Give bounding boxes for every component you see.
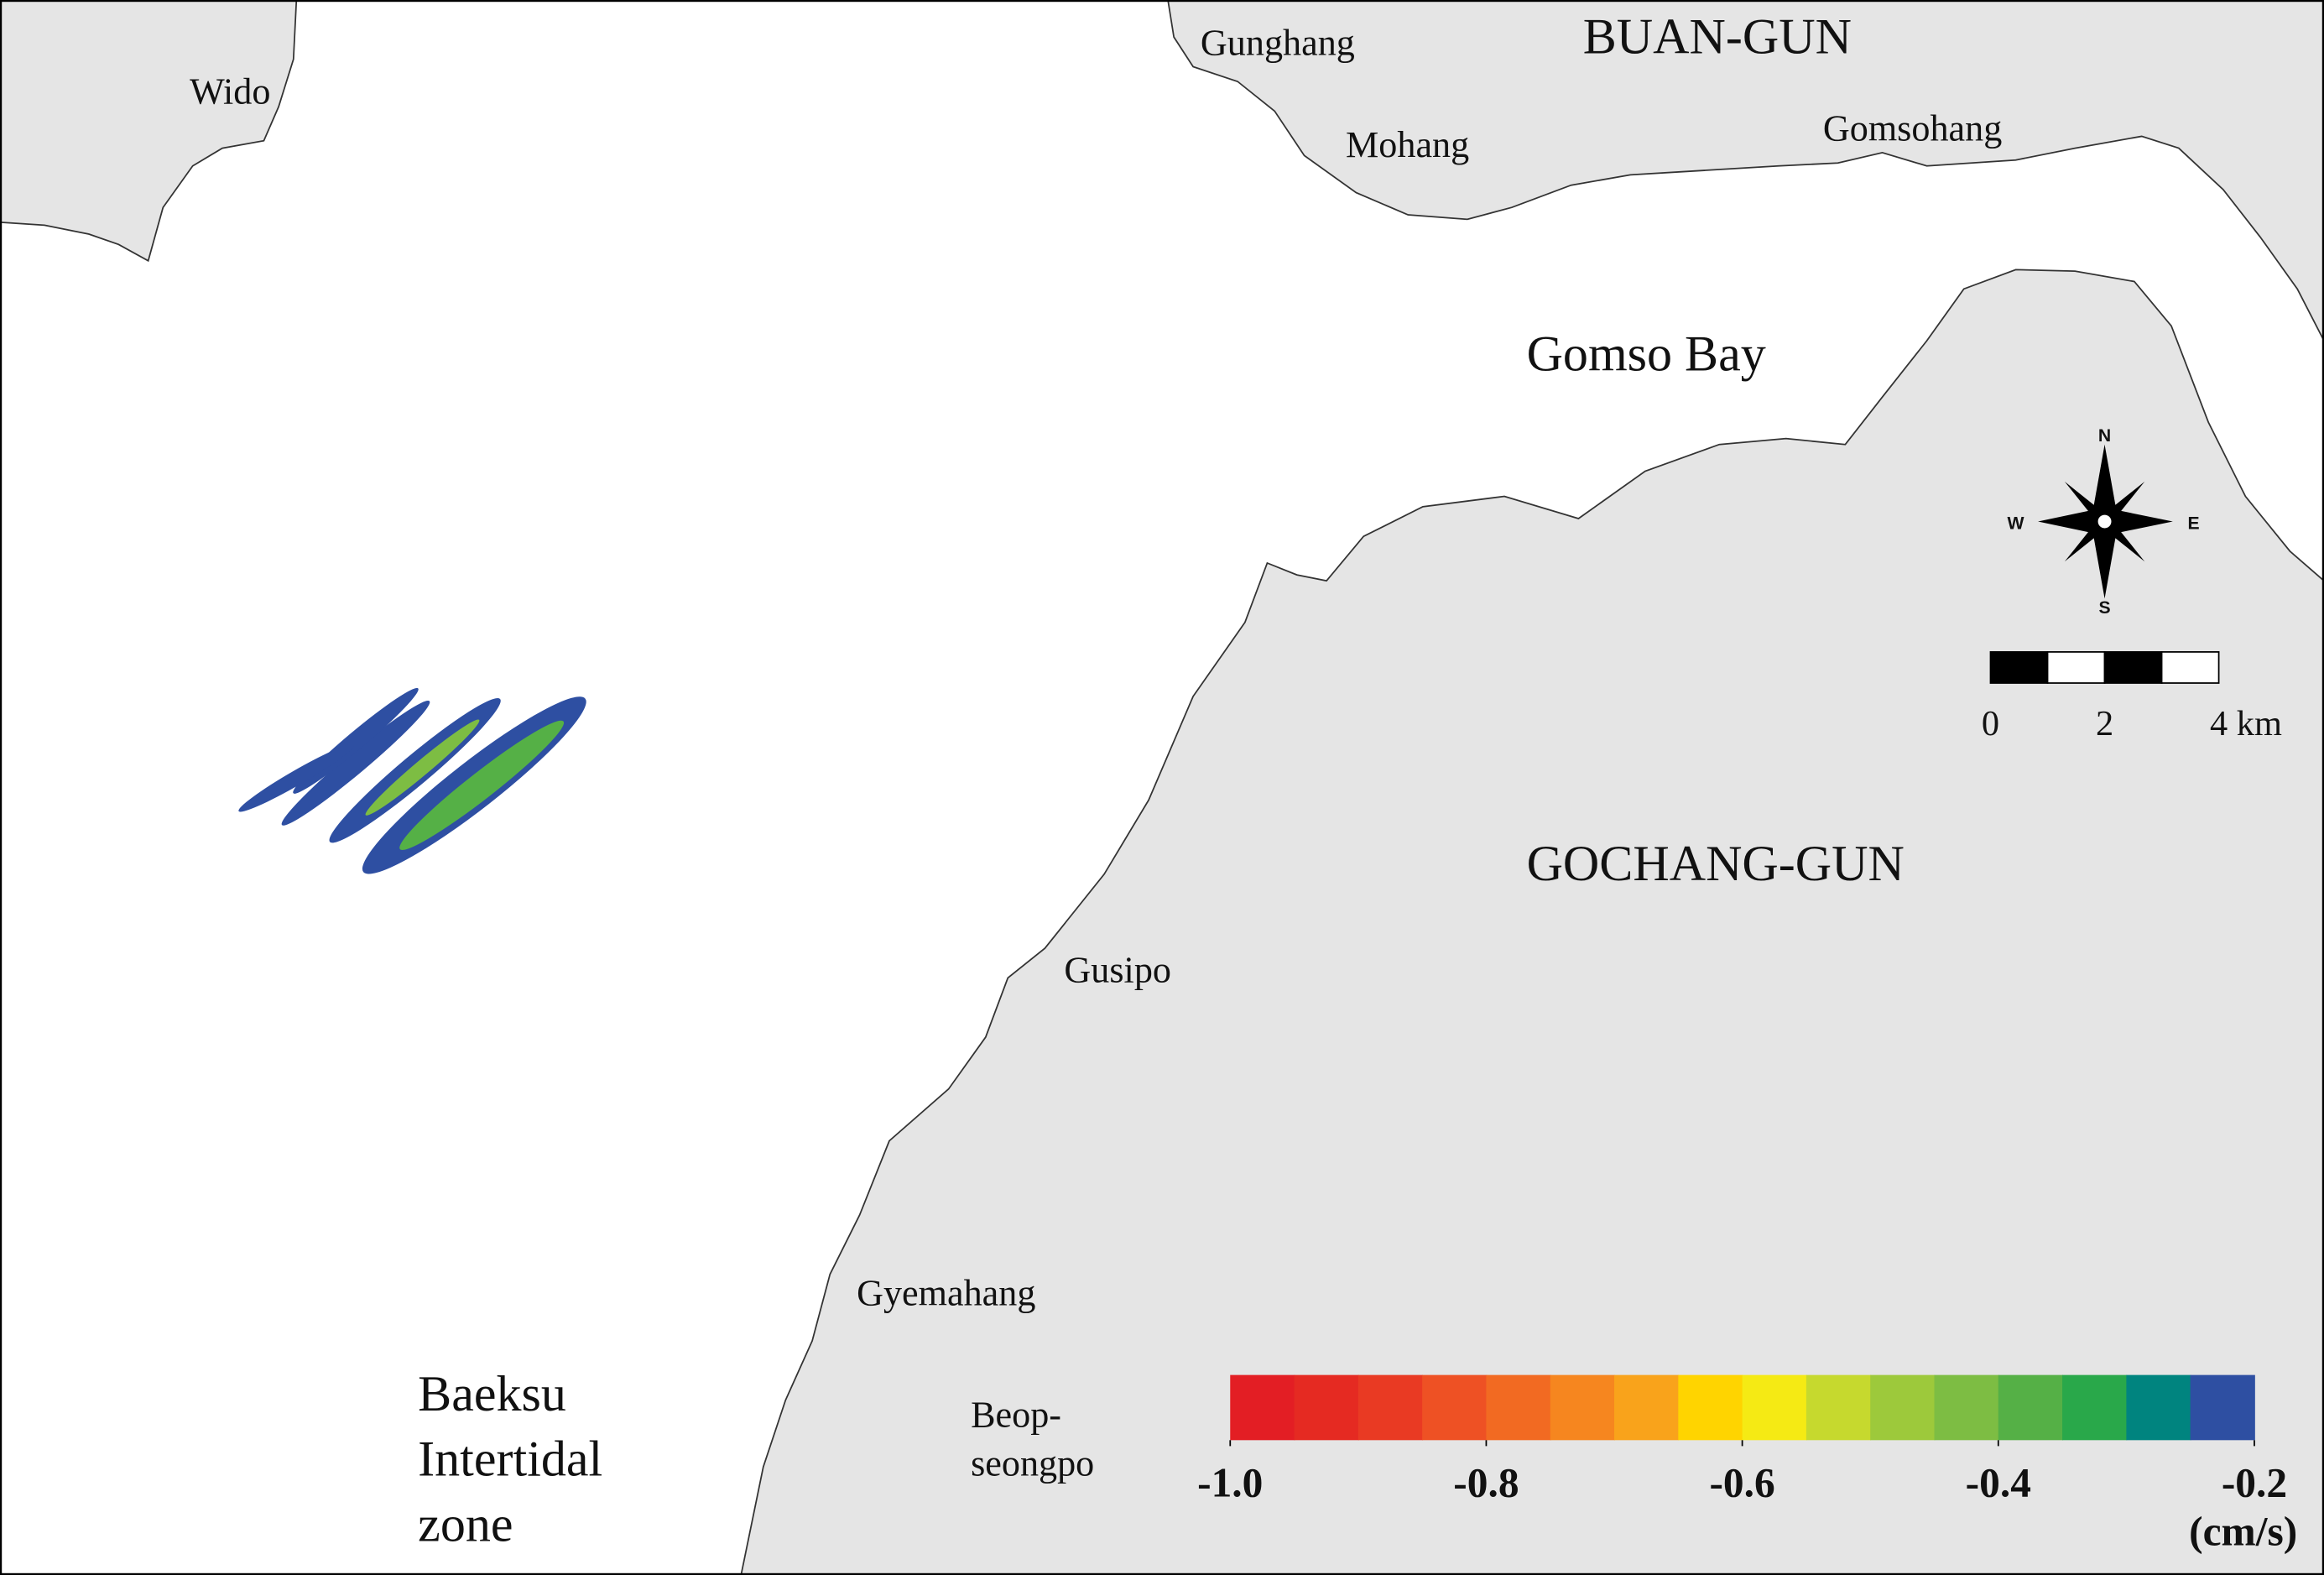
compass-center: [2096, 513, 2113, 530]
scale-segment: [2103, 651, 2163, 684]
compass-arm: [2038, 509, 2105, 534]
place-label: Gusipo: [1064, 950, 1171, 991]
colorbar-segment: [1294, 1374, 1359, 1441]
colorbar-segment: [1230, 1374, 1295, 1441]
sandbars: [238, 687, 586, 874]
region-label: GOCHANG-GUN: [1527, 835, 1905, 891]
colorbar-segment: [1422, 1374, 1488, 1441]
colorbar-tick-label: -0.6: [1709, 1459, 1774, 1505]
compass-arm: [2100, 481, 2145, 526]
region-label: BUAN-GUN: [1583, 8, 1852, 65]
sandbar: [238, 743, 355, 812]
colorbar-segment: [1357, 1374, 1424, 1441]
compass-arm: [2092, 521, 2117, 599]
colorbar-segment: [1550, 1374, 1615, 1441]
scale-segment: [2046, 651, 2106, 684]
sandbar: [399, 720, 565, 850]
colorbar-tick-label: -0.4: [1966, 1459, 2031, 1505]
place-label: Gomsohang: [1823, 108, 2002, 149]
zone-label: Intertidal: [418, 1431, 602, 1487]
colorbar-segment: [1934, 1374, 1999, 1441]
compass-e: E: [2187, 514, 2199, 533]
compass-n: N: [2098, 426, 2111, 446]
colorbar-segment: [2062, 1374, 2128, 1441]
zone-label: zone: [418, 1495, 513, 1552]
compass-w: W: [2008, 514, 2024, 533]
scale-tick-label: 2: [2096, 704, 2113, 743]
colorbar-segment: [1486, 1374, 1551, 1441]
scale-segment: [2160, 651, 2220, 684]
wido-island: [0, 0, 298, 263]
compass-arm: [2064, 481, 2109, 526]
bay-label: Gomso Bay: [1527, 325, 1766, 381]
scale-tick-label: 0: [1982, 704, 1999, 743]
sandbar: [281, 700, 430, 826]
colorbar-segment: [1998, 1374, 2063, 1441]
compass-arm: [2104, 509, 2173, 534]
scale-tick-label: 4: [2210, 704, 2228, 743]
colorbar-segment: [1742, 1374, 1807, 1441]
colorbar-segment: [1678, 1374, 1743, 1441]
colorbar-segment: [2190, 1374, 2255, 1441]
colorbar-tick-label: -1.0: [1197, 1459, 1263, 1505]
colorbar-segment: [1614, 1374, 1680, 1441]
compass-arm: [2064, 517, 2109, 562]
place-label: Gyemahang: [857, 1273, 1035, 1314]
scale-bar-boxes: [1989, 651, 2220, 684]
sandbar: [365, 719, 480, 816]
compass-arm: [2092, 444, 2117, 522]
place-label: Wido: [190, 71, 270, 112]
colorbar-unit: (cm/s): [2189, 1509, 2297, 1555]
scale-segment: [1989, 651, 2049, 684]
colorbar-segment: [1870, 1374, 1936, 1441]
colorbar-segment: [2126, 1374, 2191, 1441]
zone-label: Baeksu: [418, 1365, 566, 1421]
place-label: Mohang: [1346, 124, 1469, 165]
compass-arm: [2100, 517, 2145, 562]
compass-s: S: [2098, 598, 2110, 618]
colorbar-tick-label: -0.8: [1453, 1459, 1519, 1505]
colorbar-segment: [1806, 1374, 1872, 1441]
scale-unit: km: [2237, 704, 2282, 743]
compass: N S E W: [2008, 426, 2200, 618]
place-label: Beop-: [971, 1394, 1061, 1435]
buan-land: [1167, 0, 2324, 342]
colorbar-tick-label: -0.2: [2222, 1459, 2287, 1505]
place-label: Gunghang: [1201, 22, 1355, 63]
place-label: seongpo: [971, 1443, 1094, 1484]
gochang-land: [740, 269, 2324, 1575]
